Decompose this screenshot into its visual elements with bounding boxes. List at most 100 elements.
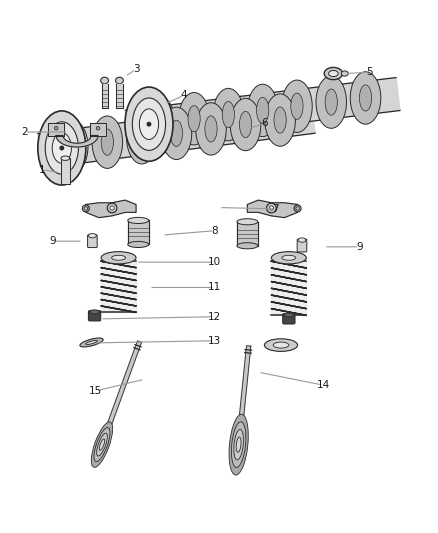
Ellipse shape: [265, 94, 295, 146]
Ellipse shape: [240, 111, 252, 138]
Ellipse shape: [92, 422, 113, 467]
Polygon shape: [237, 222, 258, 246]
Polygon shape: [90, 123, 106, 135]
Polygon shape: [102, 84, 108, 108]
Circle shape: [147, 123, 151, 126]
Ellipse shape: [52, 133, 71, 163]
Ellipse shape: [85, 341, 97, 344]
Ellipse shape: [139, 109, 159, 140]
Ellipse shape: [90, 310, 99, 314]
Ellipse shape: [99, 439, 105, 450]
Text: 10: 10: [208, 257, 221, 267]
Ellipse shape: [267, 203, 276, 213]
FancyBboxPatch shape: [283, 313, 295, 324]
Ellipse shape: [325, 89, 337, 115]
Ellipse shape: [61, 156, 70, 160]
FancyBboxPatch shape: [297, 239, 307, 252]
Ellipse shape: [57, 120, 88, 173]
Ellipse shape: [188, 106, 200, 132]
Ellipse shape: [234, 430, 244, 460]
Ellipse shape: [128, 217, 149, 223]
Polygon shape: [61, 158, 70, 184]
Ellipse shape: [154, 110, 166, 136]
Ellipse shape: [107, 203, 117, 213]
Ellipse shape: [54, 126, 58, 130]
Ellipse shape: [298, 238, 306, 242]
Polygon shape: [86, 200, 136, 217]
Ellipse shape: [82, 205, 89, 212]
Ellipse shape: [284, 313, 293, 317]
Ellipse shape: [282, 80, 312, 133]
Ellipse shape: [101, 77, 109, 84]
Ellipse shape: [350, 72, 381, 124]
Polygon shape: [117, 84, 123, 108]
Ellipse shape: [97, 433, 107, 456]
Text: 15: 15: [89, 386, 102, 396]
FancyBboxPatch shape: [88, 235, 97, 247]
Polygon shape: [247, 200, 297, 217]
Polygon shape: [272, 261, 306, 316]
Ellipse shape: [257, 98, 269, 124]
Ellipse shape: [360, 85, 371, 111]
Text: 1: 1: [39, 165, 46, 175]
Ellipse shape: [170, 120, 183, 147]
Ellipse shape: [136, 125, 148, 151]
Ellipse shape: [84, 207, 88, 210]
Text: 2: 2: [21, 127, 28, 137]
Text: 5: 5: [366, 67, 373, 77]
Ellipse shape: [145, 96, 175, 149]
Ellipse shape: [80, 338, 103, 347]
Ellipse shape: [296, 207, 299, 210]
Ellipse shape: [196, 103, 226, 155]
Text: 4: 4: [181, 91, 187, 100]
Text: 8: 8: [211, 225, 218, 236]
Polygon shape: [56, 135, 98, 147]
Ellipse shape: [269, 206, 274, 210]
Ellipse shape: [67, 133, 79, 160]
Ellipse shape: [282, 255, 296, 260]
Ellipse shape: [112, 255, 126, 260]
Ellipse shape: [274, 107, 286, 133]
Text: 11: 11: [208, 282, 221, 293]
Ellipse shape: [45, 122, 78, 174]
Text: 7: 7: [272, 204, 279, 214]
Circle shape: [60, 146, 64, 150]
Ellipse shape: [265, 339, 297, 351]
Ellipse shape: [92, 116, 123, 168]
Ellipse shape: [229, 414, 248, 475]
Ellipse shape: [110, 206, 114, 210]
Polygon shape: [125, 78, 400, 143]
Ellipse shape: [294, 205, 301, 212]
FancyBboxPatch shape: [88, 311, 101, 321]
Polygon shape: [38, 99, 315, 168]
Polygon shape: [48, 123, 64, 135]
Ellipse shape: [179, 93, 209, 145]
Ellipse shape: [237, 243, 258, 249]
Ellipse shape: [116, 77, 124, 84]
Ellipse shape: [205, 116, 217, 142]
Text: 3: 3: [133, 64, 139, 74]
Text: 9: 9: [356, 242, 363, 252]
Text: 6: 6: [261, 118, 268, 128]
Ellipse shape: [128, 241, 149, 247]
Ellipse shape: [247, 84, 278, 136]
Text: 12: 12: [208, 312, 221, 322]
Polygon shape: [100, 341, 141, 446]
Ellipse shape: [38, 111, 86, 185]
Text: 13: 13: [208, 336, 221, 346]
Ellipse shape: [96, 126, 100, 130]
Ellipse shape: [273, 342, 289, 348]
Ellipse shape: [222, 101, 234, 128]
Ellipse shape: [132, 98, 166, 150]
Polygon shape: [237, 346, 251, 445]
Ellipse shape: [237, 219, 258, 225]
Ellipse shape: [213, 88, 244, 141]
Ellipse shape: [291, 93, 303, 119]
Ellipse shape: [341, 71, 348, 76]
Ellipse shape: [231, 422, 246, 467]
Polygon shape: [101, 261, 136, 312]
Ellipse shape: [324, 67, 343, 79]
Ellipse shape: [127, 111, 157, 164]
Ellipse shape: [236, 437, 241, 452]
Ellipse shape: [230, 98, 261, 151]
